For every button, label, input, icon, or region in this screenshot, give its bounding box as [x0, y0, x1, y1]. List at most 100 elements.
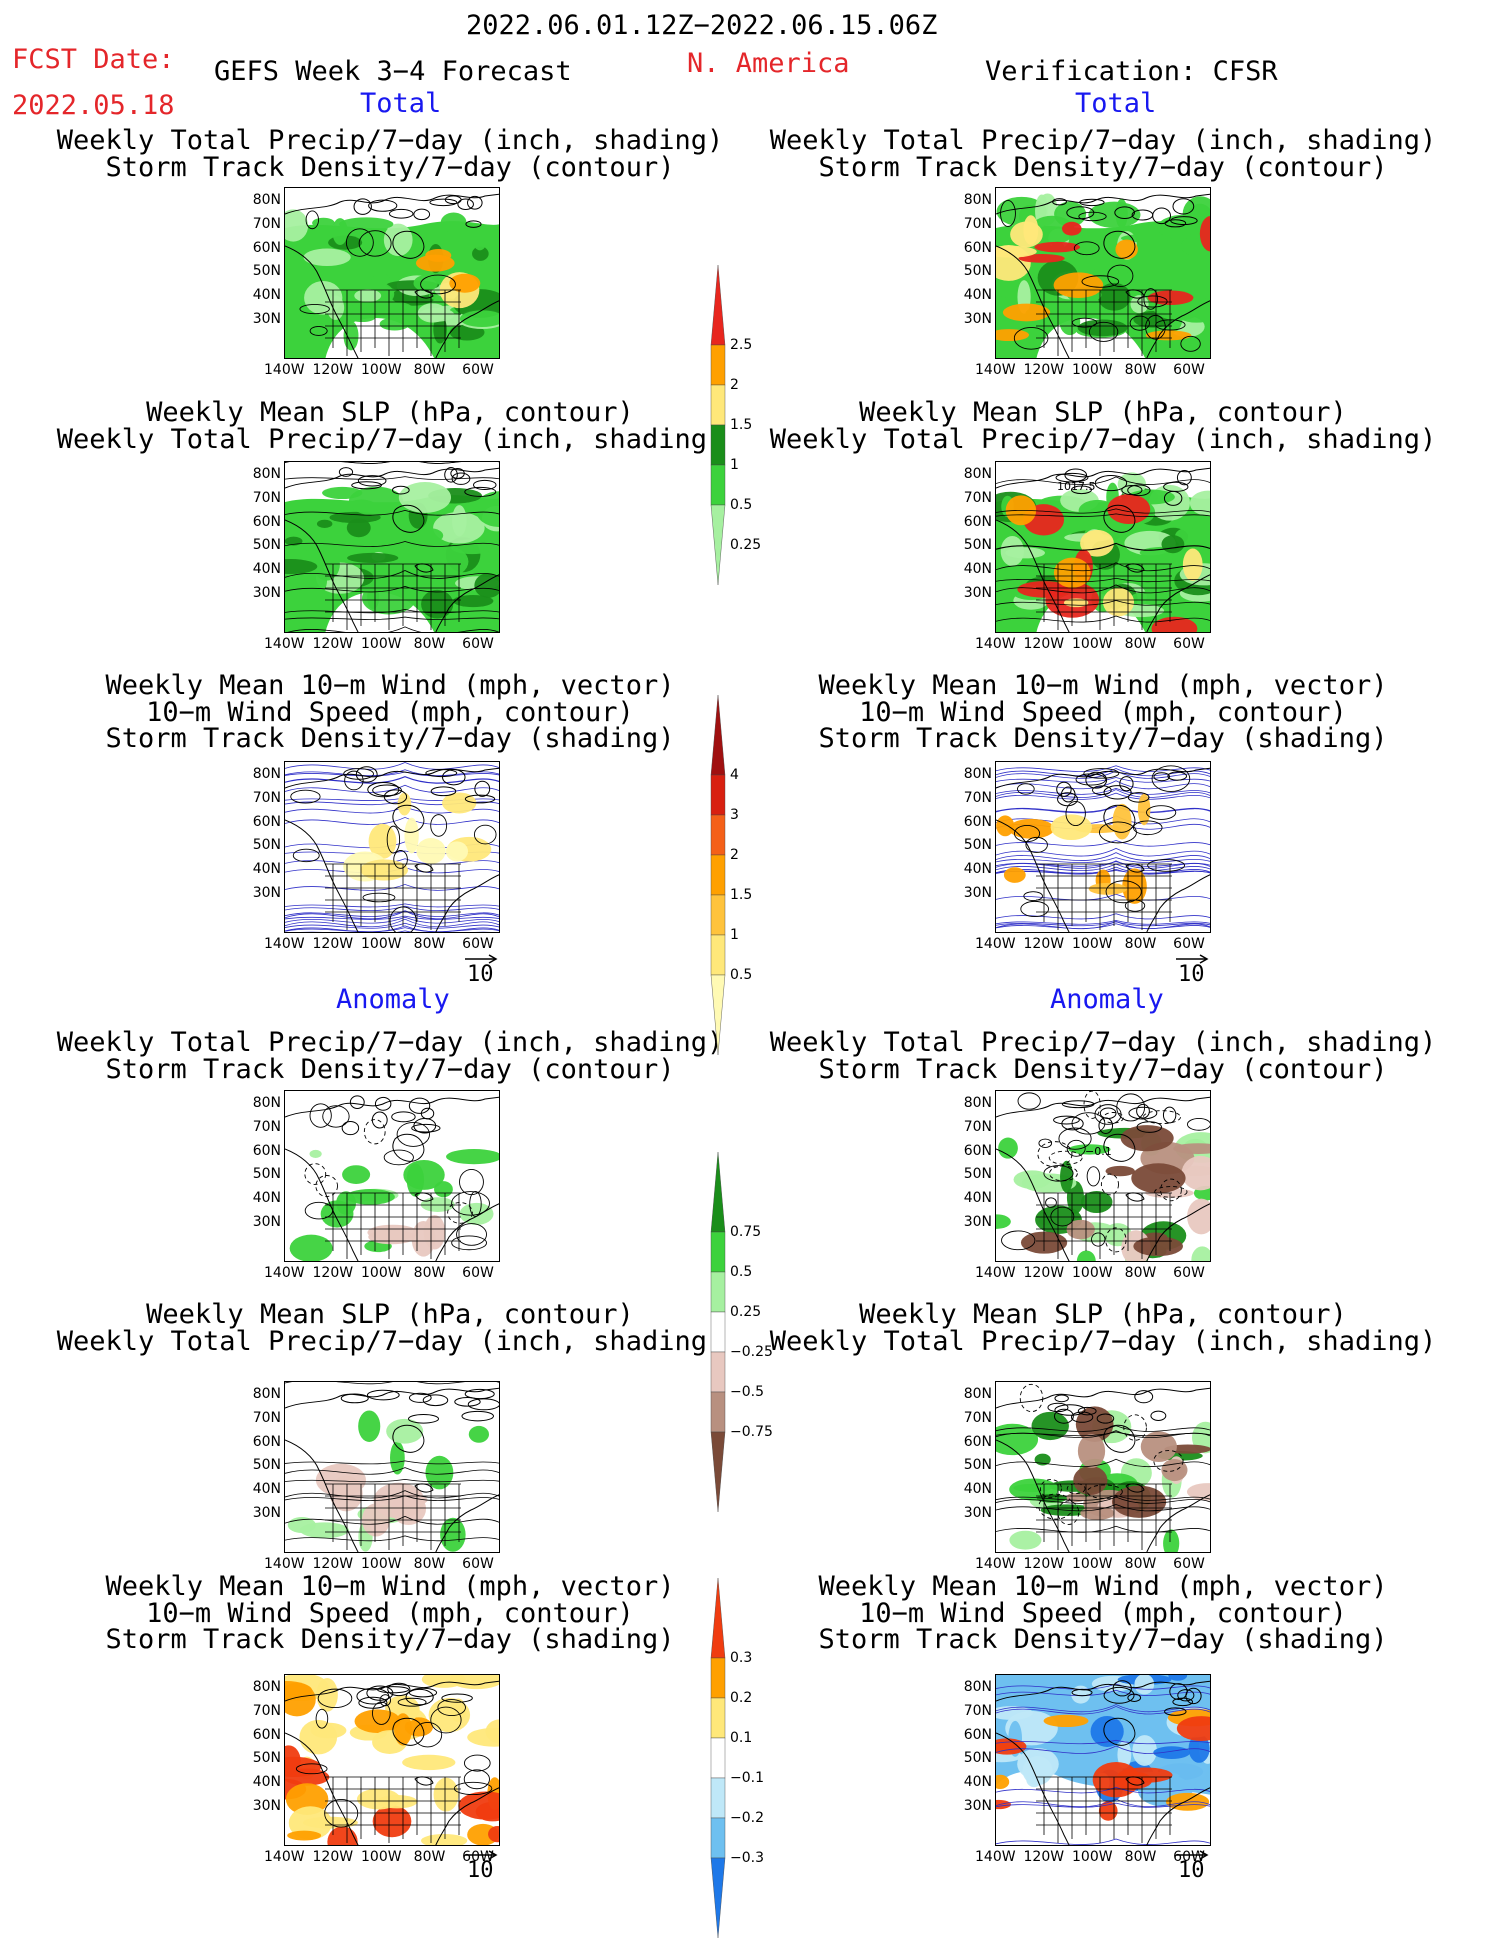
- colorbar-segment: [710, 1817, 726, 1859]
- fcst-date: 2022.05.18: [12, 90, 175, 121]
- title-precip-storm-forecast: Weekly Total Precip/7−day (inch, shading…: [0, 125, 790, 181]
- colorbar-label: 2.5: [730, 337, 753, 353]
- colorbar-segment: [710, 264, 726, 346]
- lat-label: 30N: [252, 585, 281, 601]
- colorbar-segment: [710, 1697, 726, 1739]
- colorbar-label: −0.2: [730, 1810, 764, 1826]
- lon-label: 120W: [312, 1265, 354, 1281]
- wind-lines: [285, 462, 499, 632]
- lat-label: 30N: [963, 585, 992, 601]
- colorbar-label: 0.5: [730, 497, 753, 513]
- lat-label: 80N: [963, 192, 992, 208]
- title-wind-storm-anom-verif: Weekly Mean 10−m Wind (mph, vector) 10−m …: [703, 1571, 1487, 1654]
- lat-label: 80N: [963, 1679, 992, 1695]
- title-line: Weekly Mean SLP (hPa, contour): [146, 1299, 634, 1330]
- basemap: [285, 467, 499, 632]
- colorbar-label: 4: [730, 767, 739, 783]
- lat-label: 60N: [963, 813, 992, 830]
- lat-label: 40N: [963, 561, 992, 578]
- lon-label: 80W: [413, 936, 446, 952]
- vector-reference-value: 10: [1178, 1858, 1205, 1883]
- lat-label: 80N: [963, 766, 992, 782]
- lat-label: 60N: [963, 1726, 992, 1743]
- lat-label: 80N: [252, 766, 281, 782]
- colorbar-segment: [710, 854, 726, 896]
- lat-label: 40N: [252, 1774, 281, 1791]
- title-line: Weekly Total Precip/7−day (inch, shading…: [56, 423, 724, 455]
- lon-label: 120W: [1023, 1849, 1065, 1865]
- title-slp-precip-forecast: Weekly Mean SLP (hPa, contour) Weekly Tot…: [0, 399, 790, 455]
- lat-label: 80N: [252, 1679, 281, 1695]
- contours: [1037, 1091, 1188, 1253]
- lon-label: 100W: [361, 1556, 402, 1572]
- title-line: Storm Track Density/7−day (contour): [818, 151, 1388, 183]
- title-line: Storm Track Density/7−day (shading): [105, 723, 675, 754]
- lat-label: 70N: [252, 489, 281, 506]
- title-line: Storm Track Density/7−day (shading): [105, 1624, 675, 1655]
- lon-label: 60W: [462, 936, 494, 952]
- basemap: [285, 1095, 499, 1261]
- lat-label: 50N: [252, 1750, 281, 1767]
- lon-label: 60W: [1173, 636, 1205, 652]
- lon-label: 140W: [264, 1556, 305, 1572]
- lat-label: 40N: [252, 287, 281, 304]
- lat-label: 40N: [963, 287, 992, 304]
- lon-label: 100W: [1072, 362, 1113, 378]
- title-precip-storm-anom-forecast: Weekly Total Precip/7−day (inch, shading…: [0, 1029, 790, 1083]
- shading: [1066, 1406, 1210, 1520]
- contours: [1000, 199, 1201, 352]
- lon-label: 60W: [462, 1265, 494, 1281]
- lon-label: 80W: [1124, 1849, 1157, 1865]
- title-slp-precip-verif: Weekly Mean SLP (hPa, contour) Weekly Tot…: [703, 399, 1487, 455]
- colorbar-segment: [710, 1311, 726, 1353]
- title-line: Weekly Mean 10−m Wind (mph, vector): [105, 1571, 675, 1602]
- lon-label: 60W: [462, 636, 494, 652]
- lat-label: 60N: [252, 239, 281, 256]
- colorbar-label: 2: [730, 847, 739, 863]
- lon-label: 140W: [975, 362, 1016, 378]
- title-slp-precip-anom-verif: Weekly Mean SLP (hPa, contour) Weekly Tot…: [703, 1301, 1487, 1355]
- lon-label: 80W: [413, 1556, 446, 1572]
- lat-label: 70N: [963, 489, 992, 506]
- map-wind-storm-anom-verif: [995, 1674, 1211, 1846]
- lon-label: 100W: [1072, 1849, 1113, 1865]
- lat-label: 80N: [252, 1095, 281, 1111]
- colorbar-label: 1.5: [730, 417, 753, 433]
- map-slp-precip-anom-verif: [995, 1381, 1211, 1553]
- title-line: Storm Track Density/7−day (shading): [818, 723, 1388, 754]
- title-line: Weekly Total Precip/7−day (inch, shading…: [769, 423, 1437, 455]
- anom-contour-label: −0.1: [1085, 1145, 1112, 1158]
- map-slp-precip-anom-forecast: [284, 1381, 500, 1553]
- colorbar-segment: [710, 1271, 726, 1313]
- wind-lines: [996, 765, 1210, 930]
- colorbar-segment: [710, 894, 726, 936]
- lon-label: 100W: [1072, 936, 1113, 952]
- title-line: Weekly Total Precip/7−day (inch, shading…: [56, 125, 724, 156]
- basemap: [996, 467, 1210, 632]
- basemap: [285, 1680, 499, 1845]
- lon-label: 60W: [462, 362, 494, 378]
- lat-label: 60N: [963, 1142, 992, 1159]
- colorbar-storm-total: [710, 694, 726, 1059]
- wind-lines: [285, 1382, 499, 1542]
- lon-label: 60W: [1173, 1265, 1205, 1281]
- lat-label: 30N: [963, 1798, 992, 1814]
- vector-reference: 10: [1174, 954, 1210, 986]
- title-line: Weekly Mean 10−m Wind (mph, vector): [818, 1571, 1388, 1602]
- lat-label: 60N: [252, 513, 281, 530]
- lat-label: 80N: [252, 466, 281, 482]
- basemap: [996, 1096, 1210, 1261]
- colorbar-segment: [710, 344, 726, 386]
- verification-label: Verification: CFSR: [985, 56, 1278, 87]
- lon-label: 140W: [264, 1265, 305, 1281]
- colorbar-segment: [710, 1351, 726, 1393]
- lat-label: 70N: [252, 1702, 281, 1719]
- lon-label: 60W: [462, 1849, 494, 1865]
- lat-label: 30N: [963, 1214, 992, 1230]
- section-total-left: Total: [360, 88, 442, 119]
- colorbar-segment: [710, 1657, 726, 1699]
- vector-reference: 10: [1174, 1850, 1210, 1882]
- basemap: [285, 766, 499, 932]
- lon-label: 60W: [1173, 362, 1205, 378]
- lat-label: 70N: [963, 1409, 992, 1426]
